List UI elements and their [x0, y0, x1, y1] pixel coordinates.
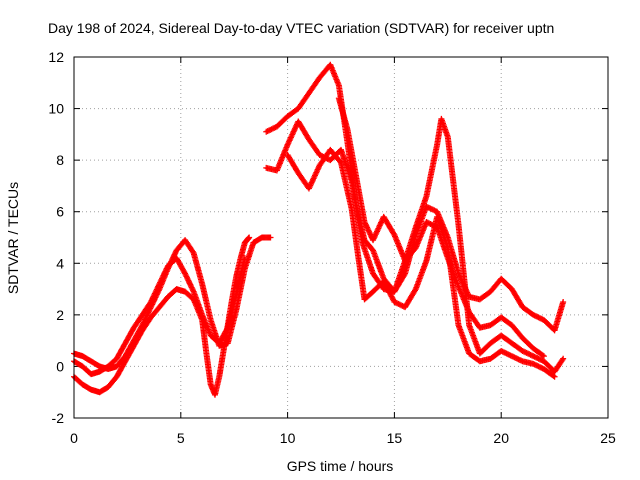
x-axis-label: GPS time / hours	[287, 458, 394, 474]
x-tick-label: 25	[600, 430, 616, 446]
data-point	[559, 356, 566, 363]
x-tick-label: 15	[387, 430, 403, 446]
plot-frame	[73, 56, 609, 419]
data-point	[241, 255, 248, 262]
data-point	[267, 234, 274, 241]
chart-title: Day 198 of 2024, Sidereal Day-to-day VTE…	[48, 20, 554, 36]
series-track-3	[71, 255, 248, 378]
data-point	[224, 326, 231, 333]
y-tick-label: 0	[56, 358, 64, 374]
data-point	[551, 373, 558, 380]
series-track-1	[71, 234, 253, 398]
data-point	[411, 287, 418, 294]
y-tick-label: 2	[56, 307, 64, 323]
tick-labels: 0 5 10 15 20 25 -2 0 2 4 6 8 10 12	[48, 49, 616, 446]
y-tick-label: 4	[56, 255, 64, 271]
y-tick-label: 12	[48, 49, 64, 65]
data-point	[246, 234, 253, 241]
y-tick-label: 8	[56, 152, 64, 168]
series-track-7	[335, 95, 547, 360]
y-tick-label: -2	[52, 410, 65, 426]
data-point	[189, 248, 196, 255]
y-tick-label: 6	[56, 204, 64, 220]
x-tick-label: 0	[70, 430, 78, 446]
data-point	[560, 298, 567, 305]
data-point	[337, 158, 344, 165]
x-tick-label: 20	[493, 430, 509, 446]
data-point	[540, 353, 547, 360]
data-points	[71, 61, 567, 398]
x-tick-label: 10	[280, 430, 296, 446]
data-point	[539, 352, 546, 359]
x-tick-label: 5	[177, 430, 185, 446]
data-point	[560, 355, 567, 362]
data-point	[550, 372, 557, 379]
y-tick-label: 10	[48, 101, 64, 117]
y-axis-label: SDTVAR / TECUs	[5, 182, 21, 294]
series-track-5	[263, 115, 567, 375]
